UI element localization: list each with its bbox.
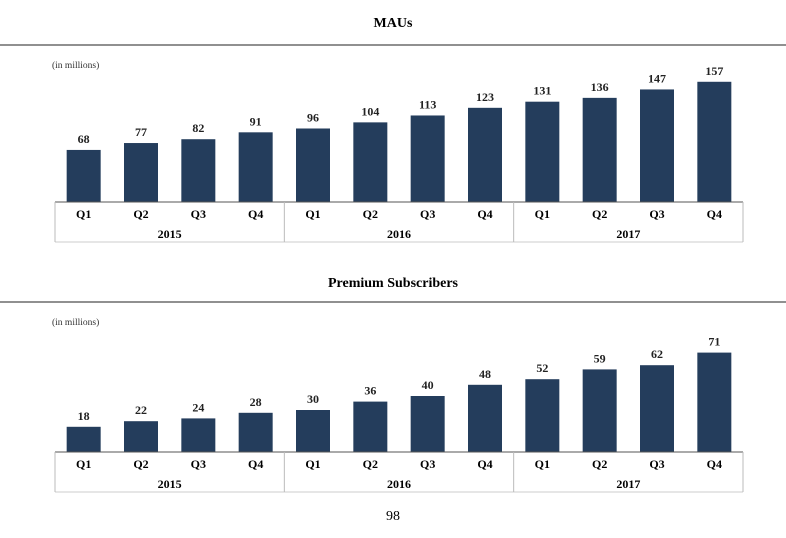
quarter-label: Q2 [592, 207, 607, 221]
bar [124, 421, 158, 452]
bar [525, 379, 560, 452]
bar [640, 365, 674, 452]
quarter-label: Q4 [707, 207, 722, 221]
quarter-label: Q4 [707, 457, 722, 471]
data-label: 30 [307, 392, 319, 406]
data-label: 82 [192, 121, 204, 135]
chart-title: Premium Subscribers [328, 276, 459, 291]
year-label: 2017 [616, 227, 640, 241]
bar [697, 352, 732, 452]
bar [66, 149, 101, 202]
quarter-label: Q3 [420, 207, 435, 221]
chart-title: MAUs [374, 16, 413, 31]
quarter-label: Q3 [420, 457, 435, 471]
quarter-label: Q4 [248, 457, 263, 471]
data-label: 147 [648, 71, 666, 85]
data-label: 71 [708, 335, 720, 349]
bar [468, 107, 502, 202]
bar [582, 97, 617, 202]
data-label: 136 [591, 80, 609, 94]
bar [697, 81, 732, 202]
data-label: 52 [536, 361, 548, 375]
data-label: 22 [135, 403, 147, 417]
data-label: 157 [705, 64, 723, 78]
bar [525, 101, 560, 202]
bar [296, 128, 330, 202]
year-label: 2017 [616, 477, 640, 491]
bar [238, 132, 273, 202]
quarter-label: Q1 [535, 457, 550, 471]
year-label: 2015 [158, 477, 182, 491]
bar [582, 369, 617, 452]
bar [468, 384, 502, 452]
bar [353, 122, 388, 202]
quarter-label: Q2 [133, 457, 148, 471]
data-label: 24 [192, 400, 204, 414]
data-label: 59 [594, 351, 606, 365]
unit-note: (in millions) [52, 317, 99, 328]
quarter-label: Q3 [649, 207, 664, 221]
year-label: 2015 [158, 227, 182, 241]
quarter-label: Q4 [477, 207, 492, 221]
quarter-label: Q4 [248, 207, 263, 221]
data-label: 123 [476, 90, 494, 104]
quarter-label: Q3 [649, 457, 664, 471]
quarter-label: Q3 [191, 207, 206, 221]
data-label: 18 [78, 409, 90, 423]
bar [181, 418, 216, 452]
quarter-label: Q3 [191, 457, 206, 471]
quarter-label: Q2 [363, 457, 378, 471]
bar [410, 115, 445, 202]
bar [410, 396, 445, 452]
bar [353, 401, 388, 452]
premium-subscribers-chart: Premium Subscribers (in millions) 18 Q1 22 Q2… [0, 276, 786, 493]
data-label: 96 [307, 110, 319, 124]
quarter-label: Q2 [133, 207, 148, 221]
data-label: 62 [651, 347, 663, 361]
bar [124, 143, 158, 202]
quarter-label: Q1 [76, 207, 91, 221]
quarter-label: Q1 [76, 457, 91, 471]
quarter-label: Q2 [592, 457, 607, 471]
bar [238, 412, 273, 452]
data-label: 113 [419, 97, 436, 111]
data-label: 28 [250, 395, 262, 409]
quarter-label: Q1 [535, 207, 550, 221]
bar [640, 89, 674, 202]
year-label: 2016 [387, 227, 411, 241]
mau-chart: MAUs (in millions) 68 Q1 77 Q2 82 Q3 91 Q4 96 Q1 104… [0, 16, 786, 243]
bar [181, 139, 216, 202]
data-label: 131 [533, 84, 551, 98]
data-label: 68 [78, 132, 90, 146]
data-label: 77 [135, 125, 147, 139]
data-label: 104 [361, 104, 379, 118]
data-label: 40 [422, 378, 434, 392]
quarter-label: Q1 [305, 207, 320, 221]
data-label: 36 [364, 384, 376, 398]
bar [66, 426, 101, 452]
quarter-label: Q1 [305, 457, 320, 471]
bar [296, 410, 330, 452]
quarter-label: Q2 [363, 207, 378, 221]
data-label: 48 [479, 367, 491, 381]
year-label: 2016 [387, 477, 411, 491]
unit-note: (in millions) [52, 60, 99, 71]
quarter-label: Q4 [477, 457, 492, 471]
page-number: 98 [386, 509, 400, 524]
data-label: 91 [250, 114, 262, 128]
